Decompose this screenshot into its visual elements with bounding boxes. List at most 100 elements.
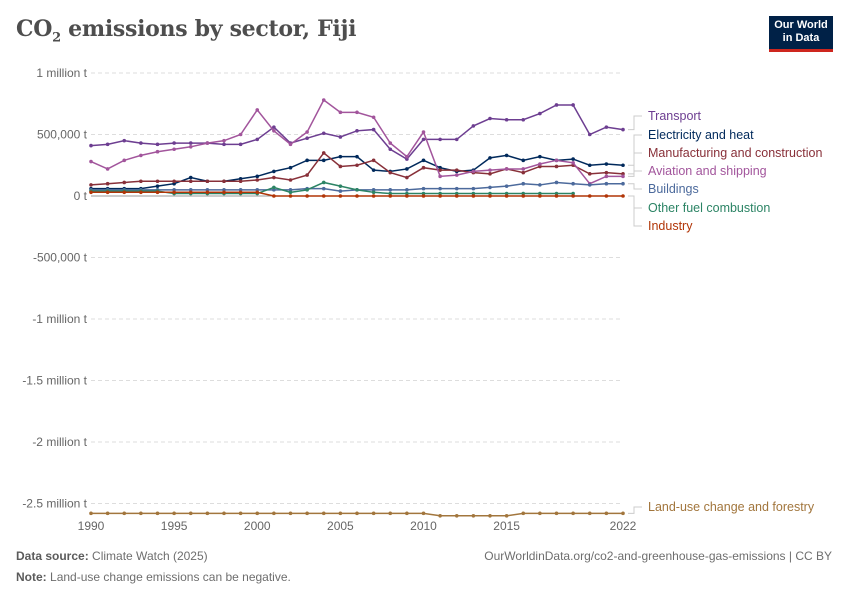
data-point: [321, 180, 326, 185]
data-point: [405, 194, 409, 198]
data-point: [305, 188, 309, 192]
data-point: [421, 186, 426, 191]
y-tick-label: -2.5 million t: [22, 497, 87, 511]
data-point: [471, 124, 476, 128]
data-point: [405, 175, 409, 180]
legend-label[interactable]: Buildings: [648, 182, 699, 196]
data-point: [538, 194, 542, 198]
data-point: [571, 160, 575, 165]
data-point: [371, 115, 376, 120]
data-point: [538, 154, 542, 159]
data-point: [438, 186, 442, 191]
data-point: [621, 194, 625, 198]
data-point: [538, 191, 542, 196]
legend-label[interactable]: Manufacturing and construction: [648, 146, 822, 160]
data-point: [521, 117, 526, 122]
legend-label[interactable]: Aviation and shipping: [648, 164, 767, 178]
y-tick-label: 1 million t: [36, 66, 87, 80]
x-tick-label: 2022: [610, 519, 637, 533]
data-point: [488, 116, 492, 121]
source-text[interactable]: Climate Watch (2025): [92, 549, 208, 563]
data-point: [122, 190, 127, 195]
data-point: [438, 191, 442, 196]
data-point: [421, 130, 426, 134]
data-point: [571, 103, 575, 107]
data-point: [438, 168, 442, 172]
data-point: [321, 158, 326, 163]
data-point: [272, 511, 276, 516]
data-point: [405, 154, 409, 159]
legend-label[interactable]: Land-use change and forestry: [648, 500, 815, 514]
data-point: [172, 181, 176, 186]
logo-line1: Our World: [774, 19, 828, 31]
x-tick-label: 2015: [493, 519, 520, 533]
data-point: [122, 138, 127, 143]
title-subscript: 2: [52, 30, 61, 46]
x-tick-label: 2000: [244, 519, 271, 533]
data-point: [272, 169, 276, 174]
data-point: [371, 127, 376, 132]
data-point: [421, 194, 426, 198]
data-point: [554, 164, 559, 169]
data-point: [371, 194, 376, 198]
data-point: [305, 194, 309, 198]
data-point: [272, 129, 276, 133]
data-point: [321, 98, 326, 102]
data-point: [454, 514, 459, 518]
legend-label[interactable]: Electricity and heat: [648, 128, 754, 142]
legend-connector: [628, 195, 642, 227]
data-point: [504, 184, 509, 188]
data-point: [222, 511, 226, 516]
data-point: [205, 511, 210, 516]
data-point: [538, 111, 542, 116]
data-point: [238, 142, 243, 147]
data-point: [521, 158, 526, 163]
data-point: [288, 511, 293, 516]
data-point: [604, 194, 609, 198]
data-point: [255, 108, 260, 112]
data-point: [438, 174, 442, 179]
legend-label[interactable]: Other fuel combustion: [648, 201, 770, 215]
data-point: [188, 179, 193, 184]
data-point: [105, 142, 110, 147]
footnote: Note: Land-use change emissions can be n…: [16, 570, 291, 584]
data-point: [338, 194, 343, 198]
data-point: [405, 511, 409, 516]
data-point: [587, 183, 592, 187]
data-point: [172, 179, 176, 184]
legend-label[interactable]: Transport: [648, 109, 702, 123]
data-point: [139, 179, 143, 184]
owid-logo[interactable]: Our World in Data: [769, 16, 833, 52]
data-point: [587, 194, 592, 198]
data-point: [155, 511, 160, 516]
data-point: [272, 125, 276, 129]
data-point: [488, 194, 492, 198]
data-point: [288, 142, 293, 147]
data-point: [438, 137, 442, 142]
data-point: [238, 188, 243, 192]
y-tick-label: 0 t: [74, 189, 88, 203]
data-point: [139, 153, 143, 158]
data-point: [188, 188, 193, 192]
data-point: [471, 191, 476, 196]
data-point: [438, 514, 442, 518]
data-point: [155, 142, 160, 147]
data-point: [188, 511, 193, 516]
data-point: [438, 165, 442, 170]
data-point: [155, 149, 160, 154]
logo-line2: in Data: [782, 32, 820, 44]
data-point: [604, 511, 609, 516]
data-point: [621, 127, 625, 132]
source-url[interactable]: OurWorldinData.org/co2-and-greenhouse-ga…: [484, 549, 832, 563]
data-point: [155, 184, 160, 188]
data-point: [238, 176, 243, 181]
data-point: [388, 188, 393, 192]
data-point: [571, 181, 575, 186]
data-point: [571, 511, 575, 516]
data-point: [355, 154, 359, 159]
data-point: [355, 511, 359, 516]
data-point: [405, 188, 409, 192]
data-point: [488, 172, 492, 176]
legend-label[interactable]: Industry: [648, 219, 693, 233]
data-point: [621, 511, 625, 516]
